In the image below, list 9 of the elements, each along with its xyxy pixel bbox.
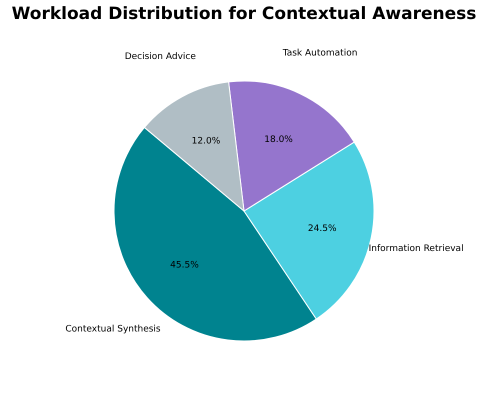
data-label: 18.0% xyxy=(264,134,294,145)
slice-label: Decision Advice xyxy=(124,52,196,62)
slice-label: Contextual Synthesis xyxy=(65,324,161,335)
data-label: 24.5% xyxy=(308,224,337,234)
slice-label: Task Automation xyxy=(282,48,358,58)
chart-title: Workload Distribution for Contextual Awareness xyxy=(12,4,476,24)
slice-label: Information Retrieval xyxy=(368,244,464,254)
data-label: 45.5% xyxy=(170,260,200,270)
data-label: 12.0% xyxy=(192,136,221,147)
